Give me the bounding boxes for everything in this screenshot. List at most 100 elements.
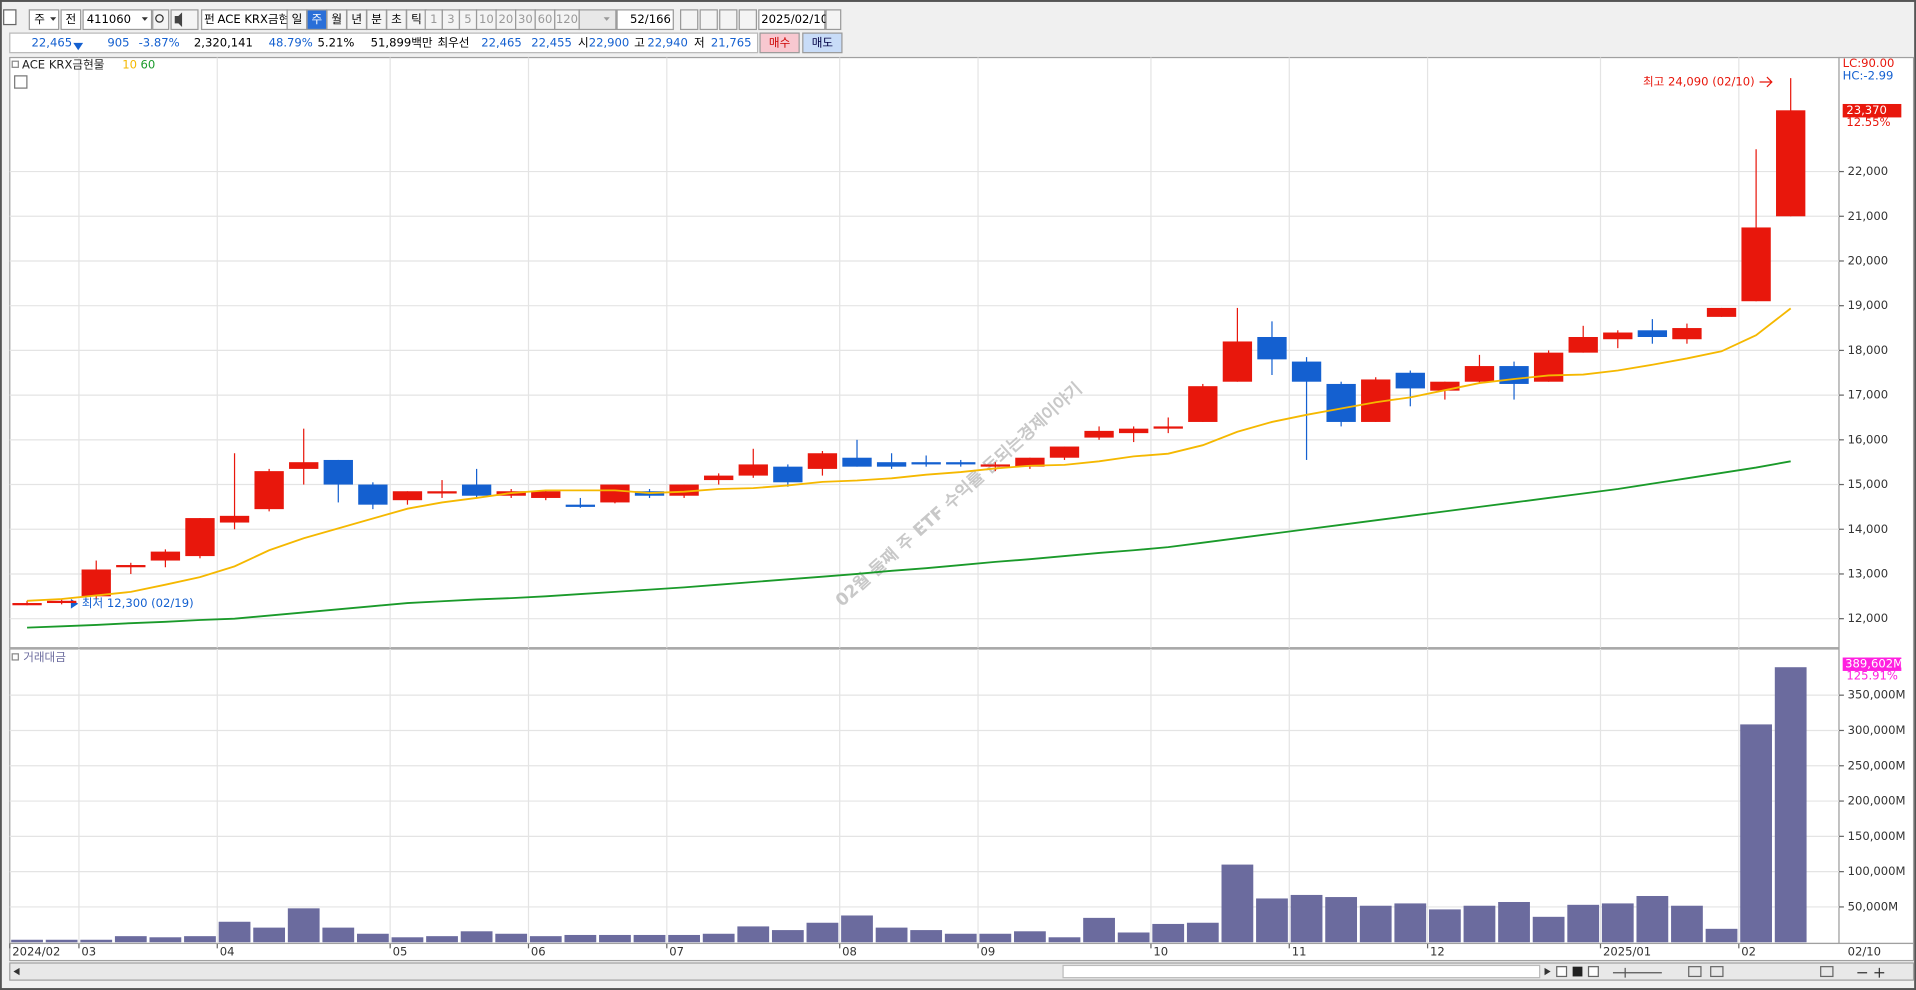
period-label[interactable]: 일	[292, 12, 303, 26]
volume-bar	[668, 934, 700, 943]
quote-amount: 51,899백만	[371, 35, 433, 49]
candle-body	[358, 484, 388, 505]
volume-bar	[737, 926, 770, 943]
volume-bar	[1498, 901, 1530, 943]
quote-best-label: 최우선	[437, 35, 469, 49]
tool-button[interactable]	[738, 9, 757, 31]
blank-combo[interactable]	[578, 9, 617, 31]
candle-body	[1499, 366, 1529, 384]
scrollbar[interactable]	[9, 962, 1915, 981]
period-label[interactable]: 월	[331, 12, 342, 26]
interval-label[interactable]: 1	[430, 12, 437, 26]
scroll-tools[interactable]	[1556, 966, 1885, 978]
volume-bar	[11, 939, 43, 943]
x-tick-label: 08	[842, 945, 857, 959]
candle-body	[1326, 383, 1356, 422]
candle-body	[807, 453, 838, 469]
legend-icon	[11, 653, 19, 661]
quote-volume-ratio: 48.79%	[269, 35, 313, 49]
buy-button[interactable]	[759, 32, 800, 54]
code-input[interactable]	[82, 9, 153, 31]
x-tick-label: 04	[220, 945, 235, 959]
quote-change: 905	[107, 35, 129, 49]
last-price-box	[1842, 103, 1902, 118]
all-button[interactable]	[60, 9, 82, 31]
quote-open: 22,900	[589, 35, 630, 49]
tool-button[interactable]	[699, 9, 718, 31]
down-triangle	[73, 42, 84, 51]
volume-bar	[356, 933, 389, 943]
y-tick-label: 350,000M	[1848, 688, 1906, 702]
panel-icon[interactable]	[14, 75, 28, 89]
date-text[interactable]: 2025/02/10	[761, 12, 828, 26]
y-tick-label: 21,000	[1848, 209, 1889, 223]
search-button[interactable]	[152, 9, 170, 31]
volume-bar	[979, 933, 1012, 943]
candle-body	[289, 462, 319, 469]
tool-button[interactable]	[719, 9, 738, 31]
volume-bar	[287, 908, 320, 943]
period-label[interactable]: 분	[371, 12, 382, 26]
candle-body	[1430, 381, 1460, 391]
all-button-label[interactable]: 전	[66, 12, 77, 26]
fund-tag: 펀	[204, 12, 215, 26]
interval-label[interactable]: 5	[464, 12, 471, 26]
legend-icon	[11, 60, 19, 68]
volume-bar	[1083, 917, 1115, 943]
candle-body	[1015, 457, 1045, 467]
sell-button[interactable]	[802, 32, 843, 54]
menu-icon[interactable]	[3, 9, 17, 26]
y-tick-label: 12,000	[1848, 611, 1889, 625]
code-input-text[interactable]: 411060	[87, 12, 131, 26]
period-label[interactable]: 틱	[411, 12, 422, 26]
buy-label[interactable]: 매수	[769, 35, 791, 49]
period-label[interactable]: 초	[391, 12, 402, 26]
market-select[interactable]	[28, 9, 60, 31]
sound-button[interactable]	[170, 9, 199, 31]
y-tick-label: 19,000	[1848, 298, 1889, 312]
high-note: 최고 24,090 (02/10)	[1643, 74, 1755, 88]
x-tick-label: 03	[81, 945, 96, 959]
count-text: 52/166	[630, 12, 671, 26]
candle-body	[669, 484, 699, 496]
interval-label[interactable]: 120	[556, 12, 578, 26]
x-tick-label: 05	[393, 945, 408, 959]
volume-panel	[9, 648, 1840, 945]
interval-label[interactable]: 20	[498, 12, 513, 26]
volume-bar	[1463, 905, 1496, 943]
y-tick-label: 300,000M	[1848, 723, 1906, 737]
quote-turnover: 5.21%	[318, 35, 355, 49]
volume-bar	[1774, 667, 1807, 943]
period-label[interactable]: 주	[312, 12, 323, 26]
period-label[interactable]: 년	[351, 12, 362, 26]
candle-body	[876, 462, 907, 467]
y-tick-label: 17,000	[1848, 388, 1889, 402]
sell-label[interactable]: 매도	[812, 35, 834, 49]
market-select-label[interactable]: 주	[34, 12, 45, 26]
candle-body	[980, 464, 1010, 467]
volume-bar	[495, 933, 528, 943]
quote-open-label: 시	[578, 35, 589, 49]
date-input[interactable]	[758, 9, 826, 31]
interval-label[interactable]: 30	[518, 12, 533, 26]
candle-body	[1222, 341, 1253, 382]
interval-label[interactable]: 60	[538, 12, 553, 26]
dropdown-arrow	[141, 17, 148, 21]
x-tick-label: 02	[1741, 945, 1756, 959]
x-tick-label: 12	[1430, 945, 1445, 959]
interval-label[interactable]: 3	[447, 12, 454, 26]
volume-bar	[1014, 931, 1046, 943]
volume-bar	[1117, 932, 1150, 943]
volume-bar	[1636, 895, 1669, 943]
volume-bar	[1428, 909, 1461, 943]
volume-bar	[426, 936, 458, 943]
candle-body	[12, 603, 42, 606]
tool-button[interactable]	[680, 9, 699, 31]
quote-high: 22,940	[647, 35, 688, 49]
scroll-thumb[interactable]	[1062, 964, 1541, 979]
calendar-button[interactable]	[825, 9, 842, 31]
interval-label[interactable]: 10	[479, 12, 494, 26]
volume-bar	[1325, 897, 1358, 943]
candle-body	[1118, 428, 1149, 434]
